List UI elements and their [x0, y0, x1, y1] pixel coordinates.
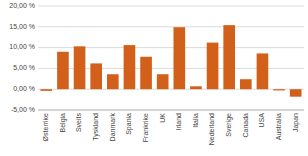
x-tick-label: Sveits [75, 113, 82, 133]
bar [223, 25, 235, 89]
y-tick-label: 15,00 % [9, 23, 35, 30]
bar [257, 53, 269, 89]
y-tick-label: 5,00 % [13, 64, 35, 71]
bar [74, 46, 86, 89]
x-tick-label: Irland [175, 113, 182, 131]
bar [140, 57, 152, 89]
bar [157, 74, 169, 89]
bar [40, 89, 52, 91]
x-tick-label: Nederland [208, 113, 215, 145]
grid-line [38, 26, 304, 27]
bar [240, 79, 252, 89]
bar [190, 86, 202, 89]
bar [107, 74, 119, 89]
x-tick-label: Spania [125, 113, 133, 135]
x-tick-label: Belgia [59, 113, 67, 133]
chart: -5,00 % 0,00 % 5,00 % 10,00 % 15,00 % 20,00 %… [0, 0, 308, 156]
bar [124, 45, 136, 89]
x-tick-label: Frankrike [142, 113, 149, 142]
y-tick-label: 20,00 % [9, 2, 35, 9]
x-tick-label: USA [258, 113, 265, 128]
y-tick-label: 0,00 % [13, 85, 35, 92]
bar [207, 43, 219, 90]
x-tick-label: Italia [192, 113, 199, 128]
x-tick-label: Tyskland [92, 113, 100, 141]
grid-line [38, 6, 304, 7]
x-tick-label: Sverige [225, 113, 233, 137]
x-tick-label: Australia [275, 113, 282, 140]
y-tick-label: -5,00 % [11, 106, 35, 113]
bar [273, 89, 285, 90]
x-axis-line [38, 110, 304, 111]
bar [90, 63, 102, 89]
grid-line [38, 110, 304, 111]
x-tick-label: Japan [292, 113, 300, 132]
y-tick-label: 10,00 % [9, 43, 35, 50]
x-tick-label: UK [159, 113, 166, 123]
x-tick-label: Canada [242, 113, 249, 138]
bar [57, 52, 69, 89]
bars [40, 25, 301, 97]
x-tick-label: Østerrike [42, 113, 49, 142]
bar [173, 27, 185, 89]
bar [290, 89, 302, 96]
x-tick-label: Danmark [109, 113, 116, 142]
